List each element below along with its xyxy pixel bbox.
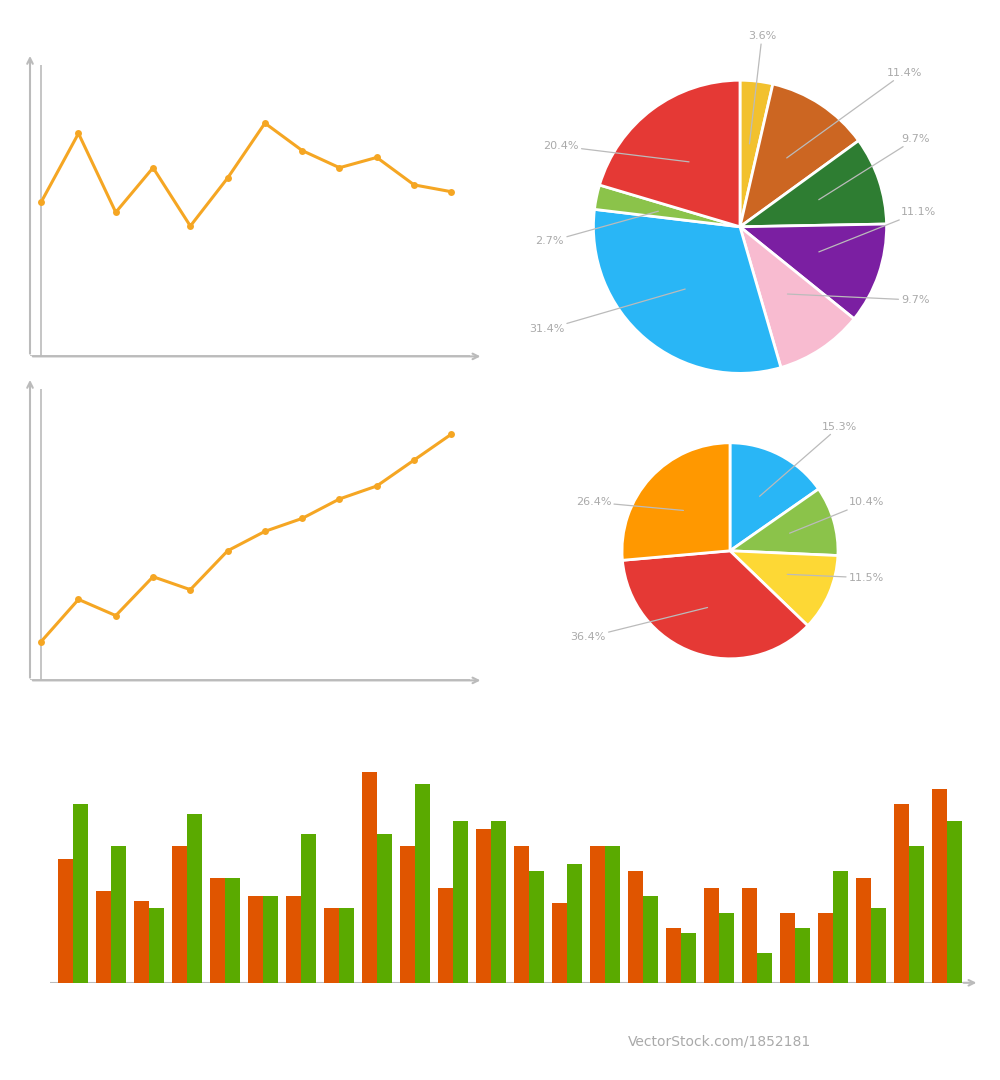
Wedge shape (730, 489, 838, 555)
Wedge shape (740, 227, 854, 367)
Text: 31.4%: 31.4% (529, 289, 685, 335)
Bar (134, 901, 149, 983)
Wedge shape (740, 80, 773, 227)
Bar (415, 784, 430, 983)
Bar (438, 889, 453, 983)
Bar (400, 847, 415, 983)
Bar (833, 870, 848, 983)
Bar (286, 896, 301, 983)
Wedge shape (740, 224, 887, 319)
Wedge shape (622, 551, 808, 659)
Bar (476, 828, 491, 983)
Bar (111, 847, 126, 983)
Text: 9.7%: 9.7% (819, 134, 930, 200)
Text: 11.4%: 11.4% (787, 68, 922, 158)
Bar (780, 914, 795, 983)
Bar (453, 821, 468, 983)
Wedge shape (594, 185, 740, 227)
Text: ®: ® (205, 1022, 215, 1032)
Wedge shape (730, 443, 819, 551)
Bar (514, 847, 529, 983)
Bar (149, 908, 164, 983)
Bar (757, 953, 772, 983)
Bar (172, 847, 187, 983)
Bar (73, 804, 88, 983)
Wedge shape (600, 80, 740, 227)
Bar (491, 821, 506, 983)
Wedge shape (593, 210, 781, 374)
Wedge shape (730, 551, 838, 625)
Bar (567, 864, 582, 983)
Bar (301, 834, 316, 983)
Text: 11.5%: 11.5% (787, 572, 884, 583)
Text: 20.4%: 20.4% (543, 141, 689, 162)
Bar (818, 914, 833, 983)
Wedge shape (740, 140, 887, 227)
Bar (795, 928, 810, 983)
Bar (58, 859, 73, 983)
Bar (605, 847, 620, 983)
Bar (324, 908, 339, 983)
Wedge shape (740, 84, 859, 227)
Bar (719, 914, 734, 983)
Text: 3.6%: 3.6% (748, 31, 776, 144)
Bar (590, 847, 605, 983)
Bar (362, 771, 377, 983)
Text: 36.4%: 36.4% (570, 607, 708, 643)
Bar (666, 928, 681, 983)
Text: 9.7%: 9.7% (787, 294, 930, 305)
Bar (643, 896, 658, 983)
Bar (210, 878, 225, 983)
Bar (681, 933, 696, 983)
Bar (187, 814, 202, 983)
Bar (742, 889, 757, 983)
Bar (225, 878, 240, 983)
Wedge shape (622, 443, 730, 561)
Bar (894, 804, 909, 983)
Text: 11.1%: 11.1% (819, 207, 936, 252)
Bar (932, 789, 947, 983)
Bar (96, 891, 111, 983)
Bar (339, 908, 354, 983)
Bar (377, 834, 392, 983)
Bar (909, 847, 924, 983)
Text: VectorStock.com/1852181: VectorStock.com/1852181 (628, 1035, 812, 1049)
Text: VectorStock: VectorStock (64, 1032, 196, 1051)
Bar (552, 903, 567, 983)
Bar (856, 878, 871, 983)
Text: 10.4%: 10.4% (790, 497, 884, 534)
Bar (871, 908, 886, 983)
Text: 26.4%: 26.4% (576, 497, 683, 511)
Bar (628, 870, 643, 983)
Text: 15.3%: 15.3% (760, 421, 857, 497)
Bar (947, 821, 962, 983)
Bar (248, 896, 263, 983)
Bar (263, 896, 278, 983)
Text: 2.7%: 2.7% (536, 212, 658, 246)
Bar (704, 889, 719, 983)
Bar (529, 870, 544, 983)
